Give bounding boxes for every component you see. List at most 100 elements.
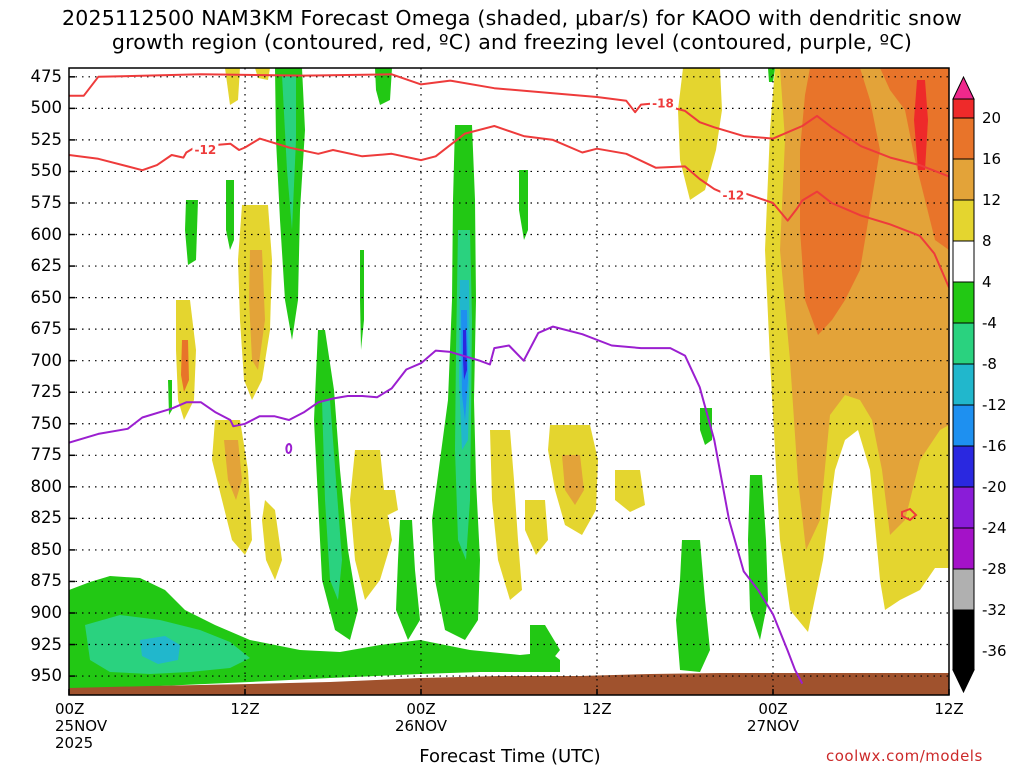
colorbar-block: [952, 117, 975, 160]
terrain-ground: [69, 673, 949, 695]
x-tick-label: 00Z: [55, 700, 85, 718]
contour-lines: -12 -18 -12: [69, 73, 949, 685]
colorbar-block: [952, 240, 975, 283]
colorbar-label: 4: [982, 273, 992, 291]
upward-darkorange-east-1: [800, 68, 880, 335]
y-tick-label: 525: [30, 129, 63, 149]
downward-column-a-inner: [282, 75, 296, 230]
upward-motion-fields: [176, 68, 949, 632]
x-tick-label: 2025: [55, 734, 94, 752]
x-tick-label: 12Z: [230, 700, 260, 718]
x-tick-label: 00Z: [406, 700, 436, 718]
downward-small-6: [768, 68, 775, 82]
colorbar-bottom-arrow: [952, 669, 975, 694]
downward-motion-fields: [69, 68, 775, 690]
colorbar-label: 8: [982, 232, 992, 250]
colorbar-top-arrow: [952, 75, 975, 100]
colorbar-label: -20: [982, 478, 1007, 496]
upward-column-1-core: [181, 340, 189, 392]
y-tick-label: 675: [30, 319, 63, 339]
x-tick-label: 25NOV: [55, 717, 108, 735]
x-tick-label: 26NOV: [394, 717, 448, 735]
y-tick-label: 625: [30, 256, 63, 276]
y-tick-label: 500: [30, 98, 63, 118]
colorbar-label: 16: [982, 150, 1002, 168]
upward-small-top-2: [255, 68, 270, 80]
colorbar-label: -24: [982, 519, 1007, 537]
colorbar-label: -12: [982, 396, 1007, 414]
upward-yellow-top-mid: [678, 68, 722, 200]
colorbar-label: -36: [982, 642, 1007, 660]
colorbar-block: [952, 445, 975, 488]
y-tick-label: 875: [30, 571, 63, 591]
downward-small-8: [168, 380, 172, 415]
contour-label-background: [192, 142, 219, 157]
downward-small-5: [519, 170, 528, 240]
upward-column-2-core: [249, 250, 265, 370]
contour-label: -18: [652, 96, 674, 110]
colorbar-label: -32: [982, 601, 1007, 619]
colorbar-block: [952, 568, 975, 611]
y-tick-label: 475: [30, 66, 63, 86]
red-mini-loop: [901, 507, 918, 522]
downward-column-c-core: [463, 330, 467, 380]
purple-mini-loop: [285, 442, 293, 454]
y-tick-label: 725: [30, 382, 63, 402]
colorbar-block: [952, 650, 975, 671]
y-tick-label: 825: [30, 508, 63, 528]
y-tick-label: 600: [30, 224, 63, 244]
contour-line: [69, 73, 949, 178]
contour-line: [69, 325, 804, 685]
colorbar-block: [952, 486, 975, 529]
y-tick-label: 950: [30, 666, 63, 686]
x-tick-label: 00Z: [758, 700, 788, 718]
downward-column-e: [676, 540, 710, 672]
upward-small-top-1: [225, 68, 240, 105]
downward-column-d: [396, 520, 420, 640]
watermark: coolwx.com/models: [826, 747, 983, 765]
small-closed-contours: [285, 442, 918, 522]
y-tick-label: 850: [30, 539, 63, 559]
colorbar-label: -16: [982, 437, 1007, 455]
y-tick-label: 750: [30, 413, 63, 433]
downward-small-1: [226, 180, 234, 250]
upward-lowmid-2: [262, 500, 282, 580]
x-tick-label: 27NOV: [746, 717, 800, 735]
contour-label-background: [720, 187, 747, 202]
upward-column-4-core: [562, 455, 584, 505]
upward-small-6: [615, 470, 645, 512]
upward-column-5: [490, 430, 522, 600]
colorbar-label: 20: [982, 109, 1002, 127]
colorbar-block: [952, 322, 975, 365]
colorbar-block: [952, 404, 975, 447]
y-tick-label: 800: [30, 476, 63, 496]
colorbar-block: [952, 527, 975, 570]
downward-column-b-inner: [322, 400, 342, 600]
upward-column-3: [350, 450, 392, 600]
downward-surface-cyan: [140, 636, 180, 664]
downward-small-2: [185, 200, 198, 265]
y-tick-label: 550: [30, 161, 63, 181]
colorbar-block: [952, 363, 975, 406]
upward-small-7: [525, 500, 548, 555]
downward-column-f: [748, 475, 768, 640]
x-tick-label: 12Z: [934, 700, 964, 718]
y-tick-label: 650: [30, 287, 63, 307]
colorbar-label: -8: [982, 355, 997, 373]
x-tick-label: 12Z: [582, 700, 612, 718]
chart-title-line2: growth region (contoured, red, ºC) and f…: [111, 30, 913, 54]
colorbar-label: 12: [982, 191, 1002, 209]
y-tick-label: 700: [30, 350, 63, 370]
contour-label-background: [650, 95, 676, 110]
y-tick-label: 575: [30, 192, 63, 212]
y-tick-label: 900: [30, 602, 63, 622]
colorbar-block: [952, 158, 975, 201]
upward-small-8: [380, 490, 398, 515]
contour-label: -12: [195, 143, 217, 157]
omega-shading: [69, 68, 949, 690]
y-tick-label: 925: [30, 634, 63, 654]
upward-red-streak: [914, 80, 928, 170]
colorbar-block: [952, 609, 975, 652]
colorbar-label: -28: [982, 560, 1007, 578]
